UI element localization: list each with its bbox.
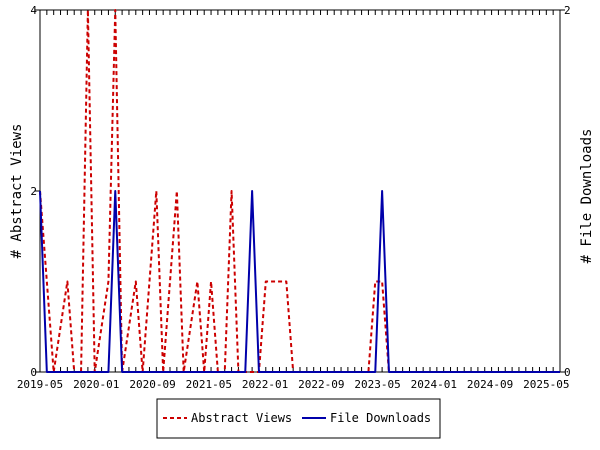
x-tick-label: 2024-09 <box>467 378 513 391</box>
y-right-tick-label: 0 <box>564 366 571 379</box>
x-axis-ticks: 2019-05 2020-01 2020-09 2021-05 2022-01 2022-… <box>17 10 569 391</box>
legend-label-abstract-views: Abstract Views <box>191 411 292 425</box>
series-layer <box>39 9 560 373</box>
x-tick-label: 2025-05 <box>523 378 569 391</box>
x-tick-label: 2022-09 <box>298 378 344 391</box>
x-tick-label: 2020-01 <box>73 378 119 391</box>
y-axis-ticks: 0 2 4 0 2 <box>30 4 570 379</box>
x-tick-label: 2023-05 <box>354 378 400 391</box>
legend-label-file-downloads: File Downloads <box>330 411 431 425</box>
y-axis-left-label: # Abstract Views <box>9 124 25 259</box>
y-left-tick-label: 2 <box>30 185 37 198</box>
y-right-tick-label: 2 <box>564 4 571 17</box>
legend: Abstract Views File Downloads <box>156 398 441 439</box>
legend-box <box>156 398 441 439</box>
x-tick-label: 2024-01 <box>411 378 457 391</box>
x-tick-label: 2021-05 <box>186 378 232 391</box>
y-left-tick-label: 0 <box>30 366 37 379</box>
x-tick-label: 2022-01 <box>242 378 288 391</box>
y-axis-right-label: # File Downloads <box>579 129 595 264</box>
y-left-tick-label: 4 <box>30 4 37 17</box>
x-tick-label: 2020-09 <box>129 378 175 391</box>
plot-area <box>39 9 561 373</box>
x-tick-label: 2019-05 <box>17 378 63 391</box>
series-line-file-downloads <box>39 190 560 373</box>
